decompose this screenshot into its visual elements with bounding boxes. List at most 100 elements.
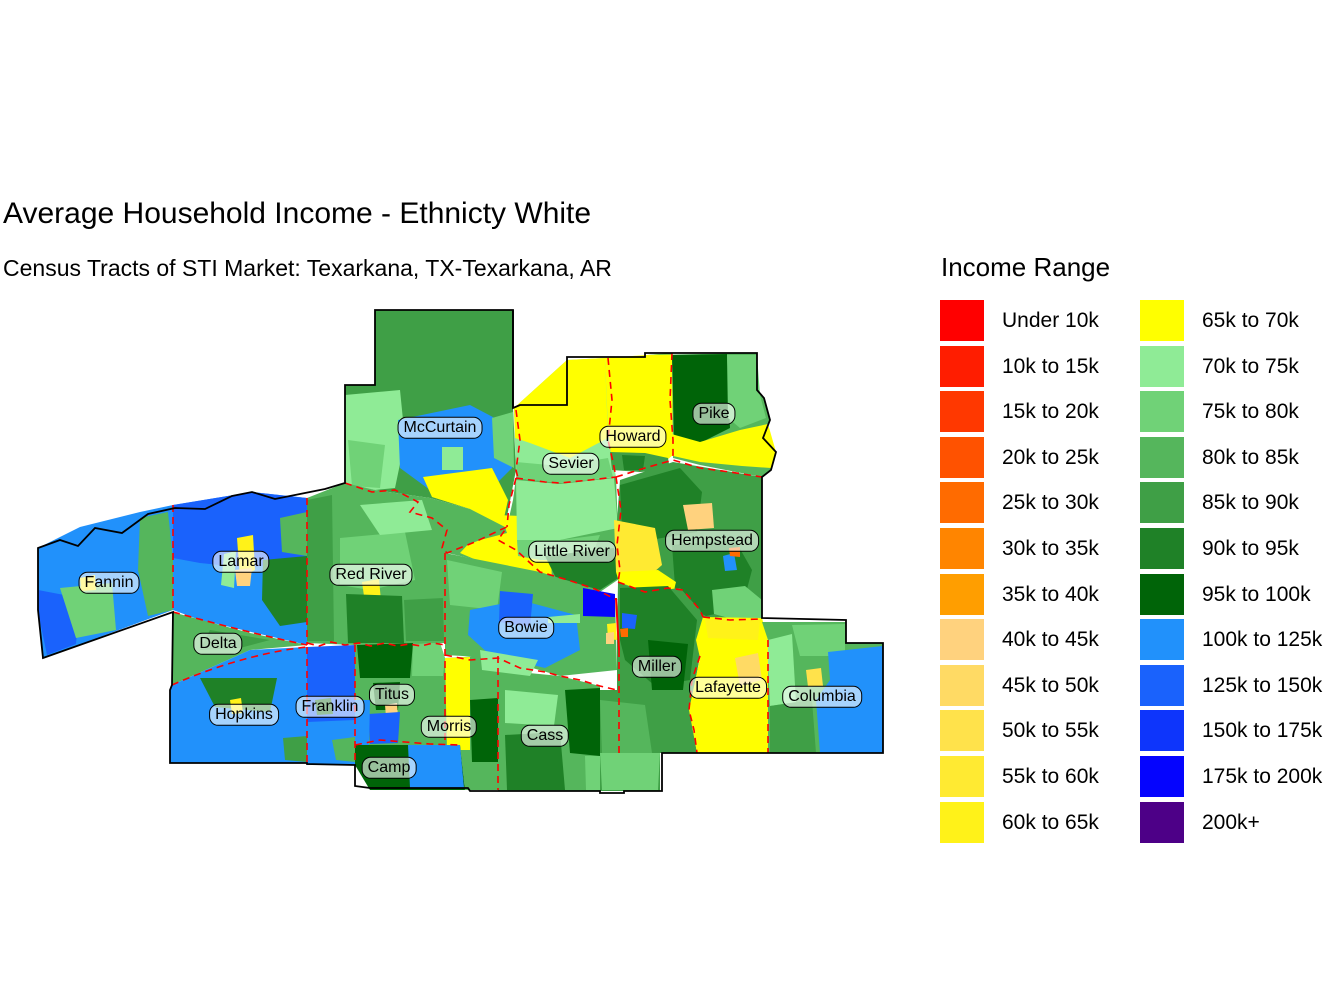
boundary-mccurtain-littleriver: [506, 477, 517, 528]
boundary-littleriver-hempstead: [615, 476, 622, 583]
legend-item: 85k to 90k: [1140, 482, 1299, 523]
county-label-hopkins: Hopkins: [209, 703, 279, 727]
legend-item: 65k to 70k: [1140, 300, 1299, 341]
tract-patch: [346, 594, 404, 643]
page-subtitle: Census Tracts of STI Market: Texarkana, …: [3, 255, 612, 281]
boundary-redriver-titus: [306, 641, 446, 647]
legend-swatch: [1140, 346, 1184, 387]
tract-patch: [770, 700, 816, 753]
legend-item-label: 150k to 175k: [1202, 718, 1323, 742]
legend-item: 55k to 60k: [940, 756, 1099, 797]
legend-item-label: 200k+: [1202, 810, 1260, 834]
legend-swatch: [1140, 802, 1184, 843]
tract-patch: [648, 424, 776, 468]
legend-item-label: 95k to 100k: [1202, 582, 1311, 606]
tract-patch: [548, 614, 580, 623]
boundary-titus-camp: [354, 739, 461, 746]
legend-item: 80k to 85k: [1140, 437, 1299, 478]
tract-patch: [600, 753, 660, 790]
tract-patch: [806, 668, 823, 687]
county-label-cass: Cass: [520, 724, 570, 748]
tract-patch: [600, 700, 652, 753]
tract-patch: [412, 643, 445, 676]
legend-item-label: 70k to 75k: [1202, 354, 1299, 378]
tract-patch: [280, 512, 307, 556]
county-label-franklin: Franklin: [295, 695, 365, 719]
tract-patch: [200, 678, 277, 712]
county-label-delta: Delta: [193, 632, 243, 656]
legend-item-label: 60k to 65k: [1002, 810, 1099, 834]
legend-swatch: [940, 437, 984, 478]
tract-patch: [138, 512, 173, 616]
legend-item-label: 65k to 70k: [1202, 308, 1299, 332]
legend-item-label: 125k to 150k: [1202, 673, 1323, 697]
legend-item-label: 85k to 90k: [1202, 490, 1299, 514]
tract-patch: [404, 598, 444, 641]
tract-patch: [565, 688, 600, 756]
tract-patch: [442, 447, 463, 470]
legend-item: 25k to 30k: [940, 482, 1099, 523]
boundary-mccurtain-sevier: [515, 409, 521, 479]
legend-item: 50k to 55k: [940, 710, 1099, 751]
tract-patch: [447, 560, 502, 610]
legend-swatch: [1140, 437, 1184, 478]
legend-swatch: [1140, 619, 1184, 660]
legend-swatch: [940, 528, 984, 569]
legend-item: 20k to 25k: [940, 437, 1099, 478]
legend: Income Range Under 10k 10k to 15k 15k to 2…: [940, 252, 1340, 843]
tract-patch: [622, 455, 645, 470]
legend-item-label: 15k to 20k: [1002, 399, 1099, 423]
boundary-howard-pike: [669, 352, 674, 458]
legend-item: 40k to 45k: [940, 619, 1099, 660]
tract-patch: [723, 553, 737, 571]
legend-item-label: 20k to 25k: [1002, 445, 1099, 469]
legend-item-label: 40k to 45k: [1002, 627, 1099, 651]
legend-item: 200k+: [1140, 802, 1260, 843]
county-label-hempstead: Hempstead: [665, 529, 759, 553]
legend-swatch: [1140, 391, 1184, 432]
legend-swatch: [1140, 756, 1184, 797]
legend-item: 60k to 65k: [940, 802, 1099, 843]
legend-swatch: [940, 665, 984, 706]
legend-item-label: 45k to 50k: [1002, 673, 1099, 697]
tract-patch: [307, 495, 334, 641]
tract-patch: [262, 556, 307, 626]
legend-item-label: 80k to 85k: [1202, 445, 1299, 469]
county-boundaries: [171, 352, 769, 790]
legend-item-label: 10k to 15k: [1002, 354, 1099, 378]
tract-patch: [672, 354, 730, 443]
legend-swatch: [940, 300, 984, 341]
tract-patch: [492, 412, 514, 468]
county-label-sevier: Sevier: [542, 452, 600, 476]
county-label-columbia: Columbia: [782, 685, 862, 709]
legend-item-label: 175k to 200k: [1202, 764, 1323, 788]
legend-item: 15k to 20k: [940, 391, 1099, 432]
legend-swatch: [1140, 528, 1184, 569]
legend-item-label: Under 10k: [1002, 308, 1099, 332]
legend-item-label: 55k to 60k: [1002, 764, 1099, 788]
legend-swatch: [1140, 482, 1184, 523]
boundary-sevier-howard: [607, 357, 617, 478]
legend-swatch: [1140, 574, 1184, 615]
legend-item-label: 90k to 95k: [1202, 536, 1299, 560]
legend-swatch: [940, 756, 984, 797]
tract-patch: [332, 737, 355, 762]
tract-patch: [516, 478, 618, 540]
legend-item-label: 35k to 40k: [1002, 582, 1099, 606]
legend-item: 10k to 15k: [940, 346, 1099, 387]
market-outline: [37, 309, 884, 794]
legend-items: Under 10k 10k to 15k 15k to 20k 20k to 25k 2…: [940, 300, 1340, 860]
county-label-littleriver: Little River: [528, 540, 616, 564]
state-line-texarkana: [615, 597, 620, 651]
legend-swatch: [940, 619, 984, 660]
tract-patch: [583, 588, 615, 617]
legend-swatch: [1140, 665, 1184, 706]
tract-patch: [620, 628, 628, 637]
tract-patch: [683, 503, 714, 530]
boundary-lamar-delta: [172, 611, 308, 646]
tract-patch: [423, 468, 508, 527]
legend-item-label: 30k to 35k: [1002, 536, 1099, 560]
legend-swatch: [1140, 300, 1184, 341]
legend-swatch: [940, 482, 984, 523]
legend-swatch: [940, 802, 984, 843]
